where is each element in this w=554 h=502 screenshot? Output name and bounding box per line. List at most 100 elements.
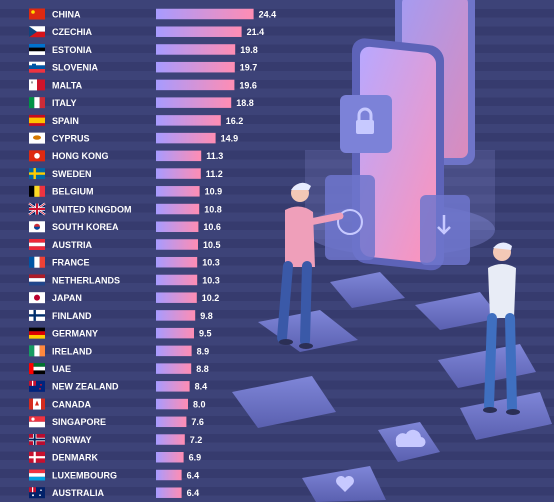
bar (156, 469, 182, 481)
luxembourg-flag (29, 469, 45, 481)
norway-flag (29, 434, 45, 446)
value-label: 8.9 (197, 346, 210, 356)
cyprus-flag (29, 132, 45, 144)
australia-flag (29, 487, 45, 499)
canada-flag (29, 398, 45, 410)
bar (156, 487, 182, 498)
bar (156, 132, 216, 144)
bar (156, 168, 201, 179)
bar (156, 274, 198, 286)
value-label: 7.6 (191, 417, 204, 427)
category-label: LUXEMBOURG (52, 470, 117, 480)
chart-row: ESTONIA 19.8 (29, 43, 258, 55)
bar (156, 363, 192, 374)
chart-row: LUXEMBOURG 6.4 (29, 469, 200, 481)
chart-row: CHINA 24.4 (29, 8, 277, 20)
china-flag (29, 8, 45, 20)
chart-row: SPAIN 16.2 (29, 114, 244, 126)
bar (156, 452, 184, 463)
hong-kong-flag (29, 150, 45, 162)
chart-row: IRELAND 8.9 (29, 345, 210, 357)
chart-row: GERMANY 9.5 (29, 327, 212, 339)
chart-row: DENMARK 6.9 (29, 451, 201, 463)
value-label: 10.3 (202, 258, 220, 268)
category-label: FINLAND (52, 311, 92, 321)
austria-flag (29, 238, 45, 250)
united-kingdom-flag (28, 202, 46, 216)
chart-row: JAPAN 10.2 (29, 292, 220, 304)
chart-row: NORWAY 7.2 (29, 434, 202, 446)
chart-row: SLOVENIA 19.7 (29, 61, 257, 73)
value-label: 16.2 (226, 116, 244, 126)
bar (156, 150, 202, 162)
value-label: 9.5 (199, 329, 212, 339)
bar (156, 327, 194, 339)
value-label: 10.8 (204, 204, 222, 214)
category-label: NETHERLANDS (52, 275, 120, 285)
category-label: AUSTRIA (52, 240, 92, 250)
category-label: BELGIUM (52, 187, 94, 197)
chart-row: CZECHIA 21.4 (29, 26, 264, 38)
chart-row: UAE 8.8 (29, 363, 209, 375)
category-label: UAE (52, 364, 71, 374)
category-label: JAPAN (52, 293, 82, 303)
chart-row: MALTA 19.6 (29, 79, 257, 91)
bar (156, 26, 242, 37)
chart-row: NETHERLANDS 10.3 (29, 274, 220, 286)
bar (156, 221, 199, 233)
czechia-flag (29, 26, 45, 38)
bar (156, 398, 188, 410)
category-label: CANADA (52, 399, 91, 409)
sweden-flag (29, 168, 45, 180)
category-label: NORWAY (52, 435, 92, 445)
chart-row: NEW ZEALAND 8.4 (29, 380, 208, 392)
category-label: MALTA (52, 80, 83, 90)
value-label: 6.4 (187, 488, 200, 498)
value-label: 10.5 (203, 240, 221, 250)
bar (156, 79, 235, 91)
malta-flag (29, 79, 45, 91)
bar (156, 203, 200, 215)
category-label: NEW ZEALAND (52, 382, 119, 392)
category-label: CHINA (52, 9, 81, 19)
category-label: FRANCE (52, 258, 90, 268)
chart-row: SINGAPORE 7.6 (29, 416, 204, 428)
chart-row: BELGIUM 10.9 (29, 185, 222, 197)
value-label: 14.9 (221, 134, 239, 144)
chart-row: AUSTRALIA 6.4 (29, 487, 200, 499)
category-label: SINGAPORE (52, 417, 106, 427)
chart-row: CANADA 8.0 (29, 398, 206, 410)
chart-row: FRANCE 10.3 (29, 256, 220, 268)
belgium-flag (29, 185, 45, 197)
value-label: 9.8 (200, 311, 213, 321)
value-label: 8.4 (195, 382, 208, 392)
category-label: HONG KONG (52, 151, 109, 161)
value-label: 24.4 (259, 9, 277, 19)
category-label: ITALY (52, 98, 77, 108)
bar (156, 310, 196, 321)
value-label: 8.0 (193, 399, 206, 409)
bar (156, 292, 197, 303)
japan-flag (29, 292, 45, 304)
category-label: AUSTRALIA (52, 488, 104, 498)
germany-flag (29, 327, 45, 339)
bar (156, 239, 198, 250)
category-label: CYPRUS (52, 134, 90, 144)
bar (156, 44, 236, 55)
uae-flag (29, 363, 45, 375)
italy-flag (29, 97, 45, 109)
new-zealand-flag (29, 380, 45, 392)
value-label: 11.3 (206, 151, 223, 161)
value-label: 6.4 (187, 470, 200, 480)
value-label: 18.8 (236, 98, 254, 108)
value-label: 10.3 (202, 275, 220, 285)
bar (156, 345, 192, 357)
netherlands-flag (29, 274, 45, 286)
south-korea-flag (29, 221, 45, 233)
value-label: 19.8 (240, 45, 258, 55)
chart-row: SOUTH KOREA 10.6 (29, 221, 221, 233)
value-label: 10.2 (202, 293, 220, 303)
value-label: 8.8 (196, 364, 209, 374)
chart-row: FINLAND 9.8 (29, 309, 213, 321)
